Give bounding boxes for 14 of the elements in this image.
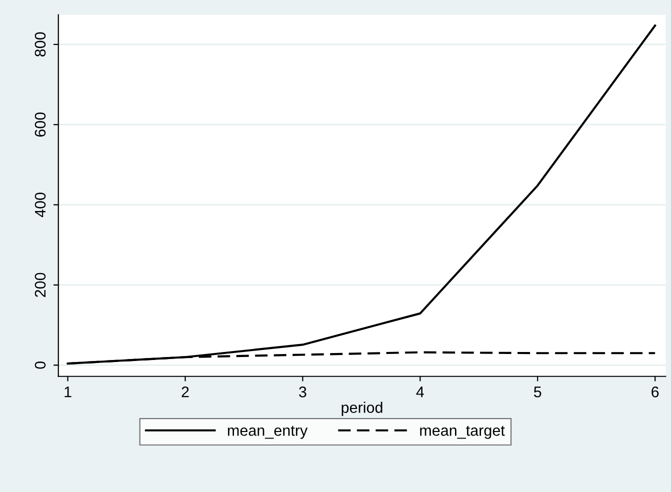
legend-label: mean_entry [228,426,308,439]
x-axis-title: period [342,402,382,416]
x-tick-label: 6 [652,386,659,398]
x-tick-label: 4 [416,386,424,398]
x-tick-label: 2 [182,386,189,398]
x-tick-label: 5 [534,386,542,398]
y-tick-label: 200 [34,272,46,297]
legend-label: mean_target [420,426,505,439]
y-tick-label: 600 [34,112,46,137]
y-tick-label: 400 [34,192,46,218]
y-tick-label: 800 [34,32,46,57]
x-tick-label: 3 [299,386,306,398]
y-tick-label: 0 [34,362,46,369]
x-tick-label: 1 [64,386,72,398]
